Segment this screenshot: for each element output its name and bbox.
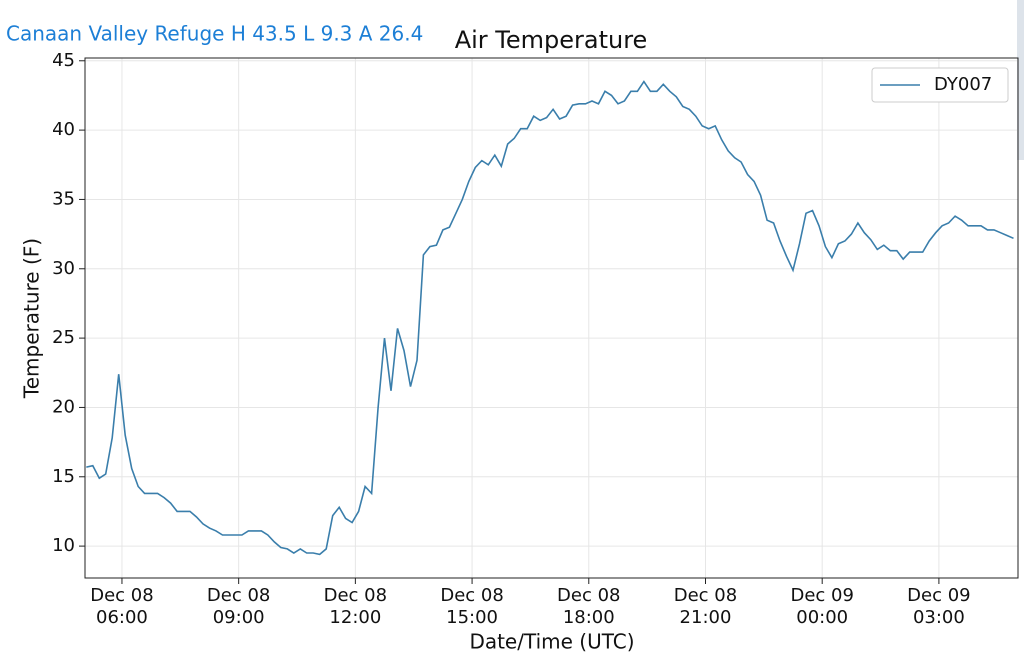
x-tick-label: Dec 08 15:00 — [440, 585, 503, 628]
data-line — [86, 80, 1014, 556]
x-tick-label: Dec 08 18:00 — [557, 585, 620, 628]
chart-title: Air Temperature — [455, 26, 648, 54]
y-tick-label: 35 — [52, 188, 75, 209]
x-tick-label: Dec 08 21:00 — [674, 585, 737, 628]
station-header: Canaan Valley Refuge H 43.5 L 9.3 A 26.4 — [6, 22, 423, 46]
x-tick-label: Dec 08 09:00 — [207, 585, 270, 628]
y-tick-label: 20 — [52, 396, 75, 417]
legend-label: DY007 — [934, 74, 992, 95]
x-tick-label: Dec 09 00:00 — [790, 585, 853, 628]
x-axis-label: Date/Time (UTC) — [469, 630, 634, 654]
y-tick-label: 25 — [52, 327, 75, 348]
x-tick-label: Dec 08 06:00 — [90, 585, 153, 628]
scrollbar — [1017, 0, 1024, 160]
y-tick-label: 10 — [52, 535, 75, 556]
plot-frame — [84, 57, 1019, 579]
x-tick-label: Dec 08 12:00 — [324, 585, 387, 628]
y-axis-label: Temperature (F) — [20, 238, 44, 399]
x-tick-label: Dec 09 03:00 — [907, 585, 970, 628]
legend-box — [871, 67, 1009, 103]
y-tick-label: 15 — [52, 466, 75, 487]
y-tick-label: 30 — [52, 258, 75, 279]
y-tick-label: 40 — [52, 119, 75, 140]
y-tick-label: 45 — [52, 50, 75, 71]
